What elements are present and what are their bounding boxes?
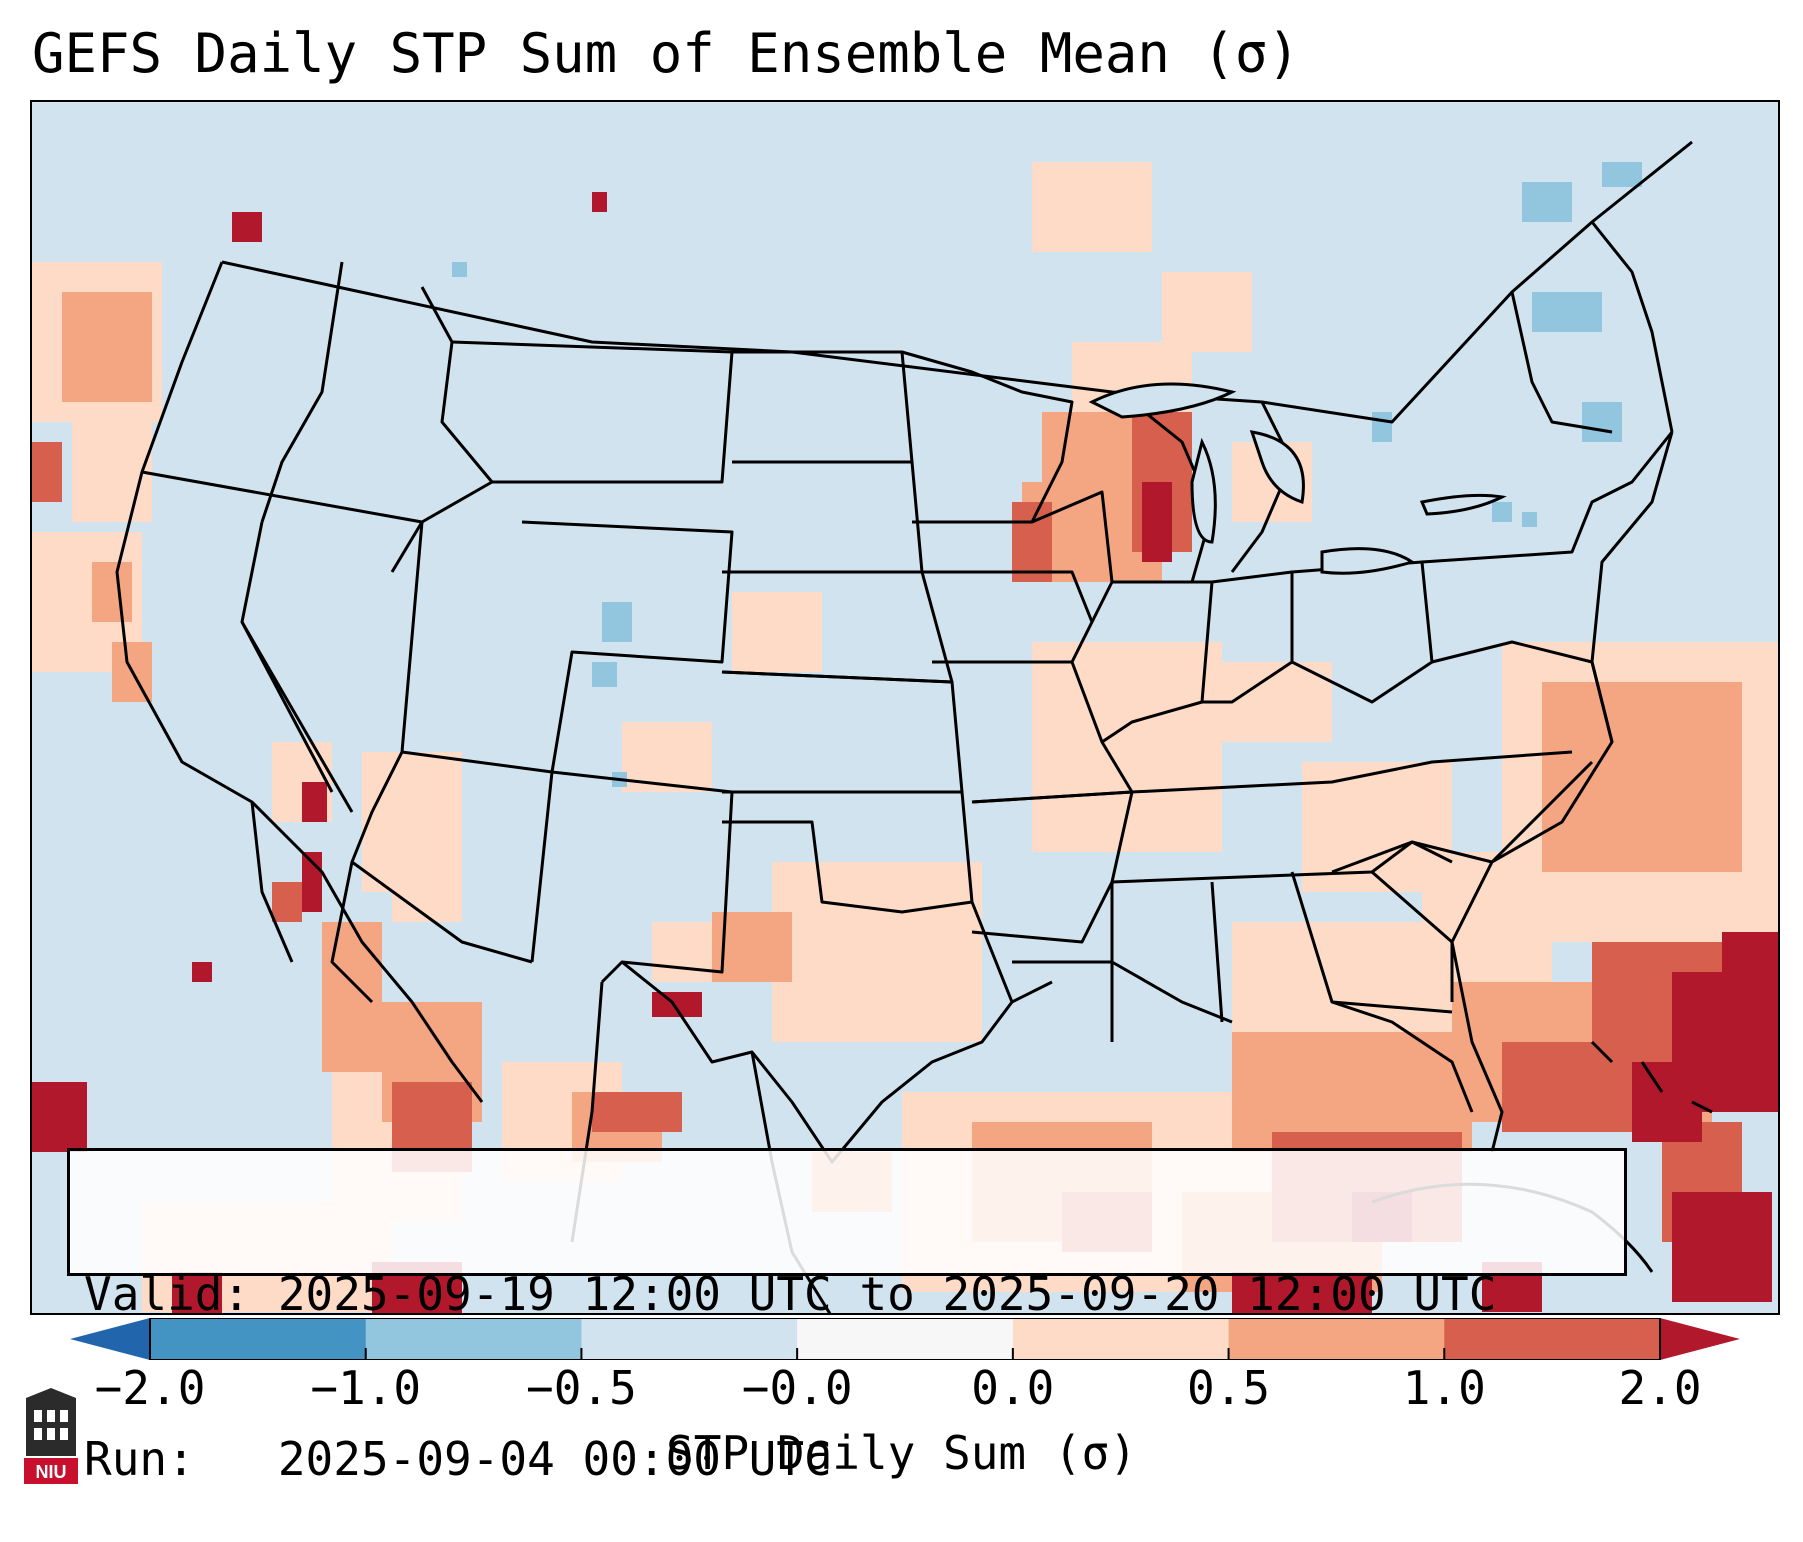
run-time-text: Run: 2025-09-04 00:00 UTC (84, 1432, 832, 1486)
colorbar-bin (1012, 1318, 1230, 1360)
colorbar-tick-label: −0.5 (526, 1361, 637, 1415)
colorbar-tick-label: −2.0 (94, 1361, 206, 1415)
valid-run-info-box: Valid: 2025-09-19 12:00 UTC to 2025-09-2… (67, 1148, 1627, 1486)
colorbar-tick-label: 0.0 (971, 1361, 1055, 1415)
svg-text:NIU: NIU (36, 1462, 67, 1482)
niu-logo: NIU (24, 1388, 78, 1484)
colorbar (70, 1318, 1740, 1360)
anomaly-cells-weak-negative (452, 162, 1642, 787)
colorbar-tick-label: 2.0 (1618, 1361, 1702, 1415)
colorbar-over-arrow (1660, 1318, 1740, 1360)
colorbar-bin (365, 1318, 582, 1360)
colorbar-tick-label: −1.0 (310, 1361, 422, 1415)
colorbar-tick-label: 1.0 (1402, 1361, 1486, 1415)
colorbar-tick-label: 0.5 (1187, 1361, 1271, 1415)
colorbar-bin (150, 1318, 367, 1360)
colorbar-bin (797, 1318, 1014, 1360)
colorbar-outline (149, 1318, 1661, 1360)
anomaly-cells-extreme-positive (32, 192, 1778, 1313)
colorbar-bin (581, 1318, 798, 1360)
map-panel (30, 100, 1780, 1315)
colorbar-tick-label: −0.0 (741, 1361, 853, 1415)
map-canvas (32, 102, 1778, 1313)
colorbar-bin (1228, 1318, 1445, 1360)
chart-title: GEFS Daily STP Sum of Ensemble Mean (σ) (32, 22, 1300, 85)
colorbar-under-arrow (70, 1318, 150, 1360)
valid-time-text: Valid: 2025-09-19 12:00 UTC to 2025-09-2… (84, 1267, 1497, 1321)
colorbar-bin (1444, 1318, 1661, 1360)
great-lakes (1088, 382, 1507, 575)
colorbar-label: STP Daily Sum (σ) (666, 1426, 1137, 1480)
